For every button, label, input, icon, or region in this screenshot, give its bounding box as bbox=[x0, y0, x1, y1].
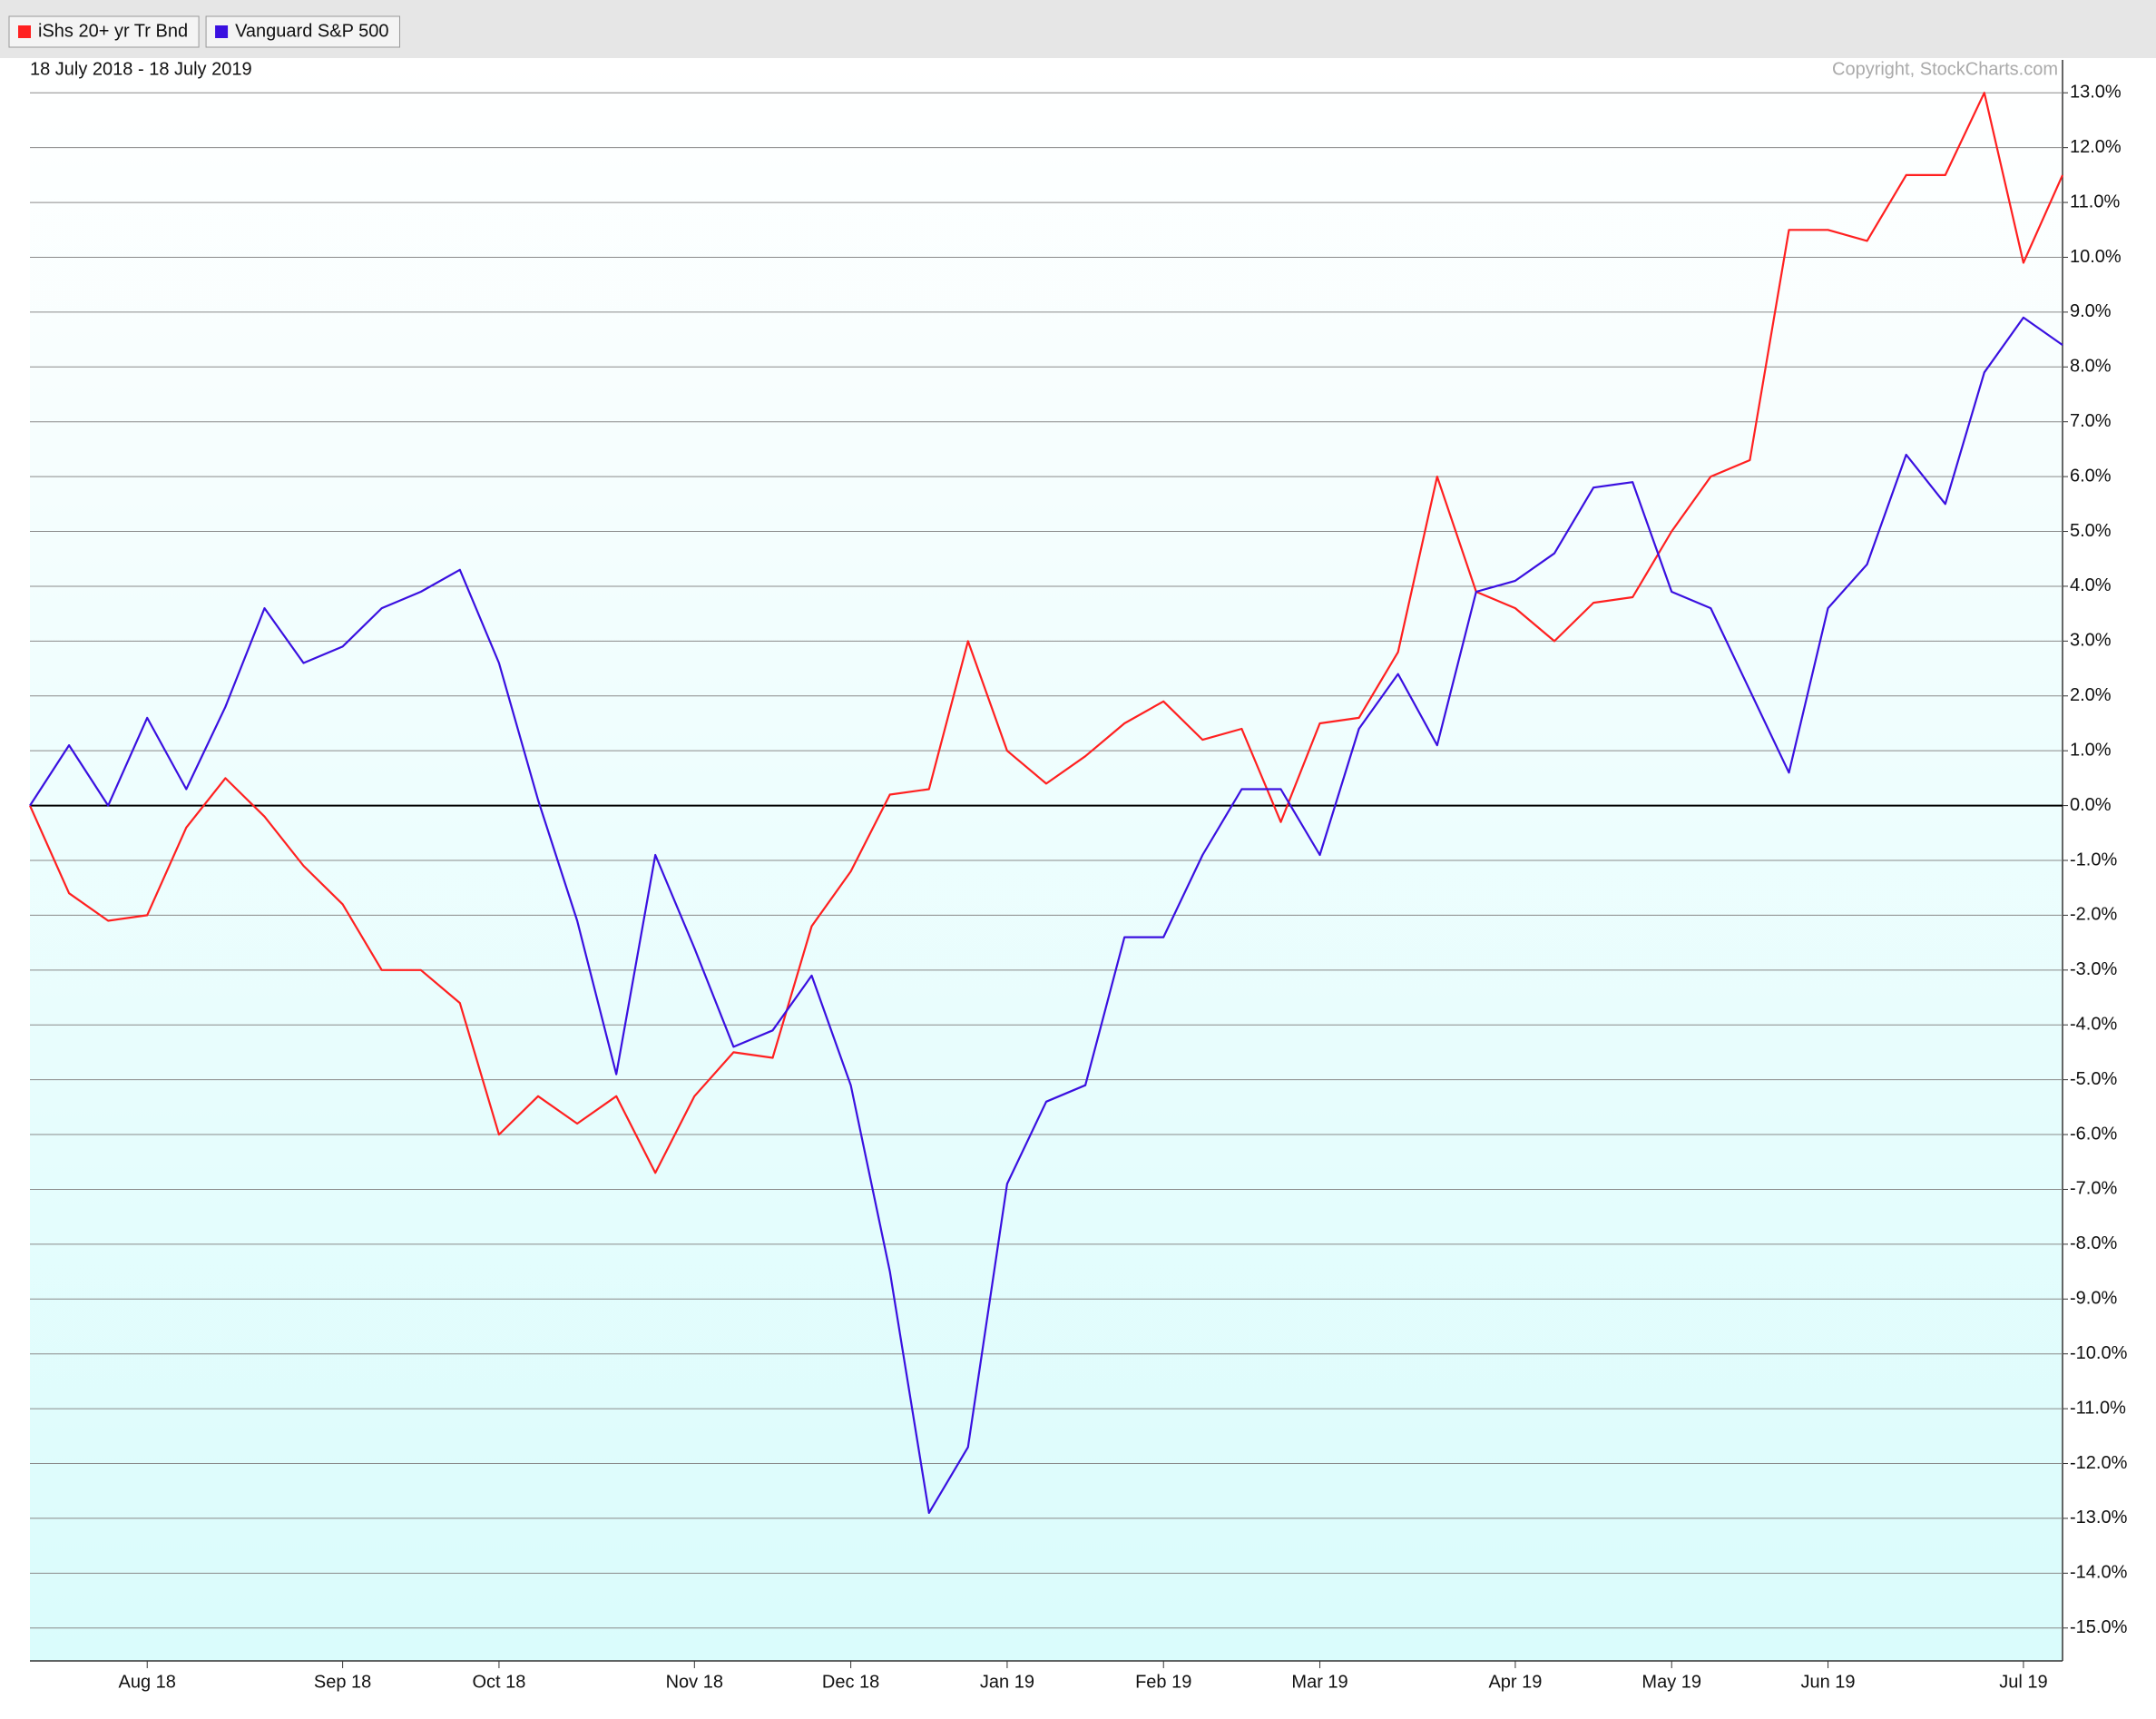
y-tick-label: -3.0% bbox=[2070, 959, 2117, 979]
y-tick-label: -5.0% bbox=[2070, 1069, 2117, 1089]
legend-swatch bbox=[215, 25, 229, 38]
y-tick-label: -1.0% bbox=[2070, 850, 2117, 869]
x-tick-label: Jun 19 bbox=[1801, 1672, 1856, 1692]
y-tick-label: -2.0% bbox=[2070, 905, 2117, 925]
y-tick-label: -4.0% bbox=[2070, 1015, 2117, 1035]
y-tick-label: -15.0% bbox=[2070, 1617, 2128, 1637]
y-tick-label: -13.0% bbox=[2070, 1508, 2128, 1527]
y-tick-label: 8.0% bbox=[2070, 357, 2112, 377]
x-tick-label: Jan 19 bbox=[980, 1672, 1034, 1692]
y-tick-label: 11.0% bbox=[2070, 192, 2120, 211]
x-tick-label: Nov 18 bbox=[666, 1672, 723, 1692]
x-tick-label: May 19 bbox=[1642, 1672, 1701, 1692]
source: Copyright, StockCharts.com bbox=[1832, 59, 2058, 79]
x-tick-label: Jul 19 bbox=[1999, 1672, 2047, 1692]
y-tick-label: -12.0% bbox=[2070, 1453, 2128, 1473]
y-tick-label: -7.0% bbox=[2070, 1179, 2117, 1199]
x-tick-label: Feb 19 bbox=[1135, 1672, 1191, 1692]
legend-label: iShs 20+ yr Tr Bnd bbox=[38, 21, 188, 41]
legend-box bbox=[8, 15, 200, 48]
x-tick-label: Sep 18 bbox=[314, 1672, 371, 1692]
y-tick-label: -11.0% bbox=[2070, 1398, 2126, 1418]
y-tick-label: 1.0% bbox=[2070, 740, 2112, 760]
y-tick-label: 3.0% bbox=[2070, 631, 2112, 651]
y-tick-label: 12.0% bbox=[2070, 137, 2122, 157]
y-tick-label: -6.0% bbox=[2070, 1124, 2117, 1144]
y-tick-label: 6.0% bbox=[2070, 466, 2112, 486]
x-tick-label: Mar 19 bbox=[1291, 1672, 1348, 1692]
y-tick-label: 10.0% bbox=[2070, 247, 2122, 267]
x-tick-label: Apr 19 bbox=[1488, 1672, 1542, 1692]
series-line bbox=[28, 92, 2064, 1174]
legend-label: Vanguard S&P 500 bbox=[235, 21, 388, 41]
y-tick-label: 4.0% bbox=[2070, 575, 2112, 595]
y-tick-label: -8.0% bbox=[2070, 1233, 2117, 1253]
legend-swatch bbox=[18, 25, 31, 38]
y-tick-label: -14.0% bbox=[2070, 1563, 2128, 1583]
y-tick-label: -10.0% bbox=[2070, 1343, 2128, 1363]
x-tick-label: Dec 18 bbox=[822, 1672, 879, 1692]
y-tick-label: 7.0% bbox=[2070, 411, 2112, 431]
series-line bbox=[29, 316, 2063, 1514]
y-tick-label: 0.0% bbox=[2070, 795, 2112, 815]
legend-box bbox=[205, 15, 400, 48]
x-tick-label: Aug 18 bbox=[119, 1672, 176, 1692]
subtitle: 18 July 2018 - 18 July 2019 bbox=[30, 59, 252, 79]
y-tick-label: 5.0% bbox=[2070, 521, 2112, 541]
x-tick-label: Oct 18 bbox=[472, 1672, 525, 1692]
y-tick-label: 9.0% bbox=[2070, 301, 2112, 321]
y-tick-label: -9.0% bbox=[2070, 1289, 2117, 1309]
y-tick-label: 2.0% bbox=[2070, 685, 2112, 705]
y-tick-label: 13.0% bbox=[2070, 83, 2122, 103]
